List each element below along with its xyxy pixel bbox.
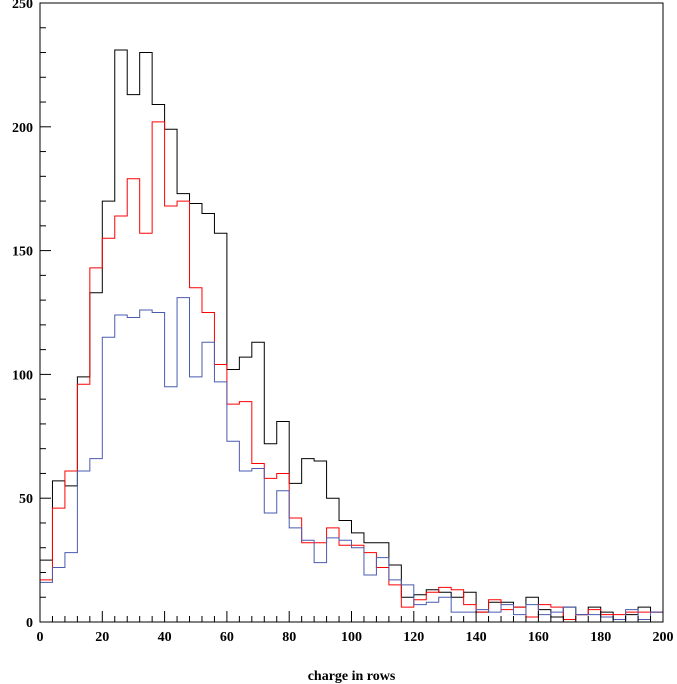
- y-tick-label: 50: [19, 492, 33, 507]
- y-tick-label: 250: [12, 0, 33, 12]
- series-layer: [40, 49, 663, 621]
- x-tick-label: 20: [95, 630, 109, 645]
- series-line-0: [40, 49, 663, 621]
- y-tick-label: 0: [26, 616, 33, 631]
- x-tick-label: 160: [528, 630, 549, 645]
- y-axis: 0 50 100 150 200 250: [12, 0, 51, 631]
- x-tick-label: 140: [466, 630, 487, 645]
- y-tick-label: 150: [12, 245, 33, 260]
- series-line-2: [40, 297, 663, 621]
- x-tick-label: 100: [341, 630, 362, 645]
- series-line-1: [40, 121, 663, 621]
- x-tick-label: 180: [590, 630, 611, 645]
- x-tick-label: 0: [37, 630, 44, 645]
- x-tick-label: 120: [403, 630, 424, 645]
- x-axis: 0 20 40 60 80 100 120 140 160 180 200: [37, 611, 674, 645]
- y-tick-label: 100: [12, 368, 33, 383]
- x-tick-label: 80: [282, 630, 296, 645]
- x-axis-title: charge in rows: [308, 669, 396, 684]
- x-tick-label: 60: [220, 630, 234, 645]
- x-tick-label: 200: [653, 630, 674, 645]
- x-tick-label: 40: [158, 630, 172, 645]
- y-tick-label: 200: [12, 121, 33, 136]
